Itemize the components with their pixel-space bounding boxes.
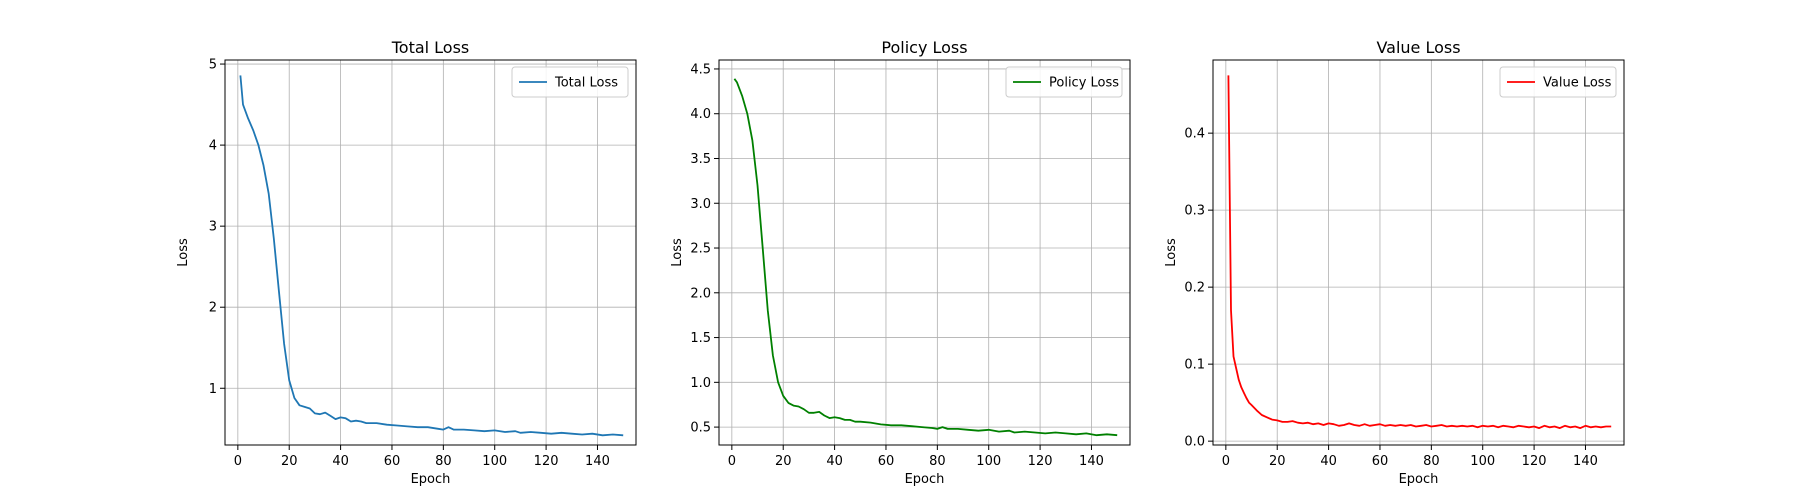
ticks-total-loss: 0 20 40 60 80 100 120 140 1 2 3 4 5 bbox=[209, 58, 610, 469]
x-axis-label-total-loss: Epoch bbox=[411, 472, 451, 487]
ticks-policy-loss: 0 20 40 60 80 100 120 140 0.5 1.0 1.5 2.0 2.5 3.0 3.5 4… bbox=[690, 62, 1104, 469]
x-tick-label: 120 bbox=[1522, 454, 1547, 469]
x-tick-label: 120 bbox=[534, 454, 559, 469]
x-tick-label: 40 bbox=[826, 454, 843, 469]
x-tick-label: 80 bbox=[1423, 454, 1440, 469]
x-tick-label: 0 bbox=[728, 454, 736, 469]
x-tick-label: 140 bbox=[585, 454, 610, 469]
y-tick-label: 1.0 bbox=[690, 376, 711, 391]
legend-label-total-loss: Total Loss bbox=[554, 76, 618, 91]
y-tick-label: 3.5 bbox=[690, 152, 711, 167]
grid-value-loss bbox=[1213, 60, 1624, 445]
legend-box-total-loss bbox=[511, 66, 629, 98]
y-tick-label: 0.1 bbox=[1184, 358, 1205, 373]
y-tick-label: 4 bbox=[209, 139, 217, 154]
chart-title-policy-loss: Policy Loss bbox=[881, 38, 967, 57]
legend-box-policy-loss bbox=[1005, 66, 1123, 98]
plot-area-value-loss bbox=[1227, 75, 1612, 429]
series-line-value-loss bbox=[1227, 75, 1612, 429]
legend-label-value-loss: Value Loss bbox=[1543, 76, 1612, 91]
x-tick-label: 80 bbox=[929, 454, 946, 469]
y-tick-label: 0.4 bbox=[1184, 127, 1205, 142]
x-tick-label: 0 bbox=[234, 454, 242, 469]
y-tick-label: 3 bbox=[209, 220, 217, 235]
y-axis-label-value-loss: Loss bbox=[1164, 238, 1179, 267]
chart-title-total-loss: Total Loss bbox=[391, 38, 470, 57]
x-tick-label: 60 bbox=[878, 454, 895, 469]
x-tick-label: 140 bbox=[1573, 454, 1598, 469]
axes-frame-policy-loss bbox=[718, 59, 1131, 446]
x-tick-label: 0 bbox=[1222, 454, 1230, 469]
legend-total-loss: Total Loss bbox=[511, 66, 629, 98]
plot-area-total-loss bbox=[239, 75, 624, 437]
y-tick-label: 0.2 bbox=[1184, 281, 1205, 296]
x-tick-label: 20 bbox=[1269, 454, 1286, 469]
y-tick-label: 2.0 bbox=[690, 286, 711, 301]
x-tick-label: 60 bbox=[1372, 454, 1389, 469]
x-tick-label: 40 bbox=[1320, 454, 1337, 469]
series-line-total-loss bbox=[239, 75, 624, 437]
y-tick-label: 0.3 bbox=[1184, 204, 1205, 219]
y-tick-label: 3.0 bbox=[690, 197, 711, 212]
legend-box-value-loss bbox=[1499, 66, 1617, 98]
grid-total-loss bbox=[225, 60, 636, 445]
y-tick-label: 2 bbox=[209, 301, 217, 316]
legend-value-loss: Value Loss bbox=[1499, 66, 1617, 98]
y-tick-label: 5 bbox=[209, 58, 217, 73]
x-tick-label: 140 bbox=[1079, 454, 1104, 469]
legend-policy-loss: Policy Loss bbox=[1005, 66, 1123, 98]
x-tick-label: 80 bbox=[435, 454, 452, 469]
axes-frame-value-loss bbox=[1212, 59, 1625, 446]
subplot-value-loss: 0 20 40 60 80 100 120 140 0.0 0.1 0.2 0.3 0.4 Value … bbox=[1164, 38, 1625, 487]
x-tick-label: 120 bbox=[1028, 454, 1053, 469]
y-tick-label: 4.5 bbox=[690, 62, 711, 77]
y-axis-label-policy-loss: Loss bbox=[670, 238, 685, 267]
axes-frame-total-loss bbox=[224, 59, 637, 446]
y-tick-label: 0.0 bbox=[1184, 435, 1205, 450]
ticks-value-loss: 0 20 40 60 80 100 120 140 0.0 0.1 0.2 0.3 0.4 bbox=[1184, 127, 1598, 469]
x-tick-label: 100 bbox=[1470, 454, 1495, 469]
y-tick-label: 0.5 bbox=[690, 421, 711, 436]
y-axis-label-total-loss: Loss bbox=[176, 238, 191, 267]
x-tick-label: 20 bbox=[281, 454, 298, 469]
chart-title-value-loss: Value Loss bbox=[1376, 38, 1460, 57]
x-tick-label: 20 bbox=[775, 454, 792, 469]
x-tick-label: 100 bbox=[976, 454, 1001, 469]
subplot-total-loss: 0 20 40 60 80 100 120 140 1 2 3 4 5 Total Loss Epoch… bbox=[176, 38, 637, 487]
legend-label-policy-loss: Policy Loss bbox=[1049, 76, 1119, 91]
x-axis-label-value-loss: Epoch bbox=[1399, 472, 1439, 487]
x-tick-label: 60 bbox=[384, 454, 401, 469]
y-tick-label: 1.5 bbox=[690, 331, 711, 346]
y-tick-label: 4.0 bbox=[690, 107, 711, 122]
x-tick-label: 40 bbox=[332, 454, 349, 469]
x-axis-label-policy-loss: Epoch bbox=[905, 472, 945, 487]
series-line-policy-loss bbox=[733, 78, 1118, 437]
subplot-policy-loss: 0 20 40 60 80 100 120 140 0.5 1.0 1.5 2.0 2.5 3.0 3.5 4… bbox=[670, 38, 1131, 487]
x-tick-label: 100 bbox=[482, 454, 507, 469]
y-tick-label: 2.5 bbox=[690, 242, 711, 257]
plot-area-policy-loss bbox=[733, 78, 1118, 437]
y-tick-label: 1 bbox=[209, 382, 217, 397]
